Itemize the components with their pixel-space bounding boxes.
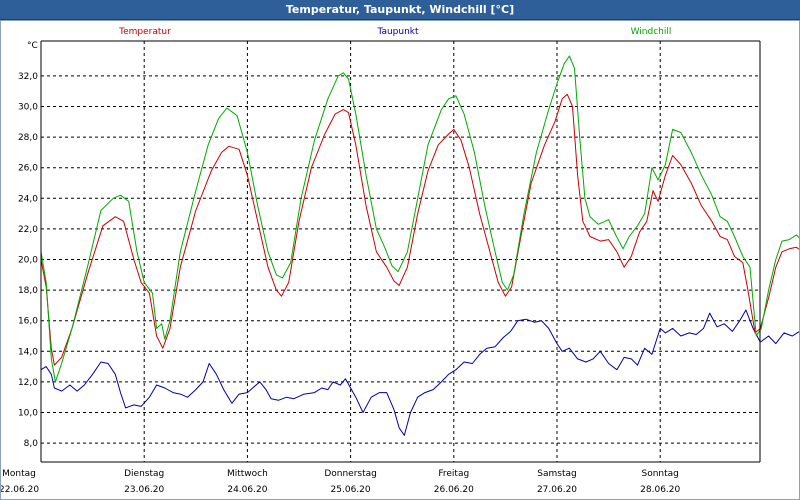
x-tick-date: 28.06.20 (640, 485, 680, 495)
y-tick-label: 10,0 (18, 409, 38, 419)
legend-windchill: Windchill (631, 27, 672, 37)
y-tick-label: 20,0 (18, 256, 38, 266)
y-tick-label: 22,0 (18, 225, 38, 235)
series-lines (40, 55, 799, 436)
y-tick-label: 32,0 (18, 72, 38, 82)
y-tick-label: 12,0 (18, 378, 38, 388)
y-tick-label: 30,0 (18, 103, 38, 113)
x-tick-day: Montag (2, 469, 36, 479)
x-tick-date: 24.06.20 (227, 485, 267, 495)
x-tick-day: Mittwoch (227, 469, 268, 479)
x-tick-date: 26.06.20 (434, 485, 474, 495)
temperature-chart: 8,0 10,0 12,0 14,0 16,0 18,0 20,0 22,0 24,0 26,0 2… (1, 27, 799, 495)
y-tick-label: 26,0 (18, 164, 38, 174)
grid (41, 41, 760, 462)
x-tick-date: 25.06.20 (331, 485, 371, 495)
x-tick-day: Sonntag (642, 469, 679, 479)
x-tick-date: 22.06.20 (1, 485, 39, 495)
y-tick-label: 8,0 (24, 439, 39, 449)
x-tick-day: Donnerstag (324, 469, 377, 479)
x-tick-day: Freitag (438, 469, 469, 479)
y-tick-label: 18,0 (18, 286, 38, 296)
y-tick-label: 14,0 (18, 347, 38, 357)
y-tick-label: 24,0 (18, 194, 38, 204)
y-unit-label: °C (27, 41, 38, 51)
legend-taupunkt: Taupunkt (376, 27, 419, 37)
y-tick-label: 16,0 (18, 317, 38, 327)
series-line-taupunkt (40, 309, 799, 436)
x-tick-day: Samstag (537, 469, 576, 479)
labels: 8,0 10,0 12,0 14,0 16,0 18,0 20,0 22,0 24,0 26,0 2… (1, 27, 681, 495)
chart-window-title: Temperatur, Taupunkt, Windchill [°C] (0, 0, 800, 20)
x-tick-date: 23.06.20 (124, 485, 164, 495)
y-tick-label: 28,0 (18, 133, 38, 143)
series-line-temperatur (40, 93, 799, 366)
series-line-windchill (40, 55, 799, 383)
chart-frame: 8,0 10,0 12,0 14,0 16,0 18,0 20,0 22,0 24,0 26,0 2… (0, 20, 800, 500)
legend-temperatur: Temperatur (118, 27, 171, 37)
x-tick-day: Dienstag (124, 469, 164, 479)
axes (40, 40, 761, 463)
x-tick-date: 27.06.20 (537, 485, 577, 495)
